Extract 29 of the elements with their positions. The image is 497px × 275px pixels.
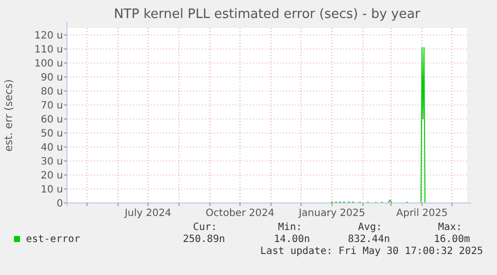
text: Max: <box>438 222 462 233</box>
legend-label: est-error <box>26 234 80 245</box>
y-tick-label: 70 u <box>40 100 63 112</box>
x-tick-label: July 2024 <box>124 208 172 219</box>
y-tick-label: 0 <box>56 198 63 210</box>
text: Avg: <box>358 222 382 233</box>
chart-title: NTP kernel PLL estimated error (secs) - by year <box>114 7 421 22</box>
y-tick-label: 10 u <box>40 184 63 196</box>
y-tick-label: 20 u <box>40 170 63 182</box>
y-tick-label: 40 u <box>40 142 63 154</box>
text: Min: <box>278 222 302 233</box>
y-tick-label: 80 u <box>40 86 63 98</box>
y-tick-label: 60 u <box>40 114 63 126</box>
x-tick-label: October 2024 <box>206 208 274 219</box>
y-tick-label: 110 u <box>34 44 63 56</box>
x-tick-label: January 2025 <box>298 208 366 219</box>
text: 832.44n <box>348 234 390 245</box>
x-tick-label: April 2025 <box>396 208 448 219</box>
y-tick-label: 90 u <box>40 72 63 84</box>
y-tick-label: 30 u <box>40 156 63 168</box>
y-tick-label: 100 u <box>34 58 63 70</box>
text: 16.00m <box>434 234 470 245</box>
y-tick-label: 50 u <box>40 128 63 140</box>
text: 250.89n <box>182 234 225 245</box>
y-axis-title: est. err (secs) <box>3 79 15 152</box>
text: Last update: Fri May 30 17:00:32 2025 <box>260 246 483 257</box>
text: 14.00n <box>274 234 310 245</box>
y-tick-label: 120 u <box>34 30 63 42</box>
text: Cur: <box>192 222 218 233</box>
